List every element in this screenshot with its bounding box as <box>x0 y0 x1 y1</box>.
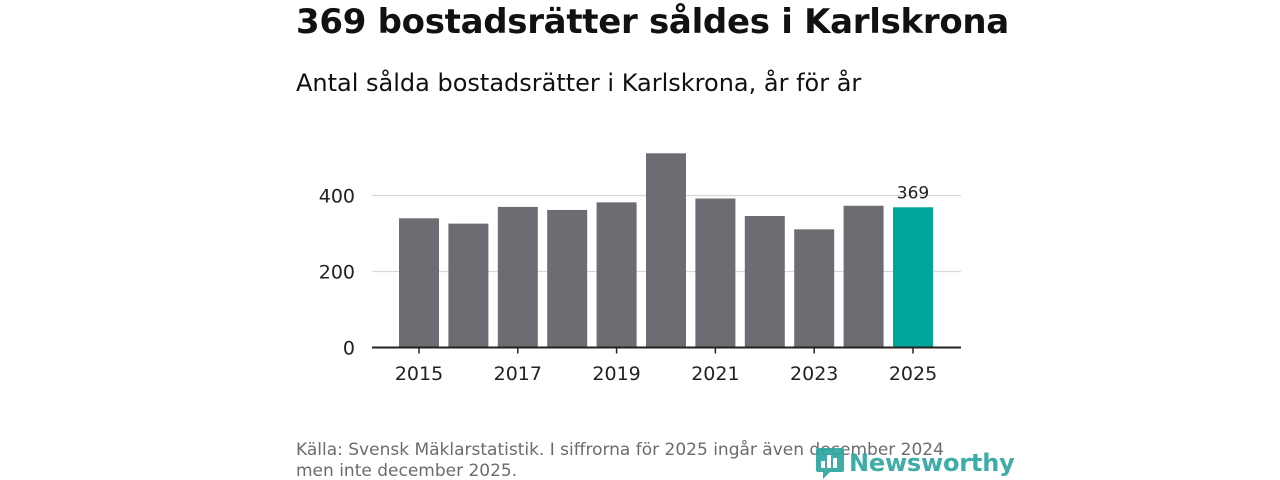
bar-2020 <box>646 153 686 348</box>
bar-2016 <box>448 223 489 348</box>
logo-text: Newsworthy <box>849 449 1015 477</box>
bar-chart-bubble-icon <box>816 448 844 479</box>
bar-2018 <box>547 209 588 348</box>
y-tick-label: 0 <box>343 338 355 360</box>
bar-2022 <box>744 216 785 348</box>
bar-2024 <box>843 205 884 348</box>
y-tick-label: 200 <box>319 262 355 284</box>
chart-subtitle: Antal sålda bostadsrätter i Karlskrona, … <box>296 69 862 97</box>
axes <box>372 346 961 354</box>
bar-2015 <box>399 218 439 348</box>
bar-2023 <box>794 229 835 348</box>
x-tick-label: 2025 <box>889 363 937 385</box>
x-tick-label: 2019 <box>592 363 640 385</box>
data-label-2025: 369 <box>897 183 929 203</box>
bar-2021 <box>695 198 736 348</box>
bars <box>399 153 933 348</box>
y-tick-label: 400 <box>319 186 355 208</box>
bar-2025 <box>893 207 933 348</box>
newsworthy-logo: Newsworthy <box>815 446 1015 480</box>
x-tick-label: 2017 <box>494 363 542 385</box>
x-tick-label: 2021 <box>691 363 739 385</box>
x-tick-label: 2015 <box>395 363 443 385</box>
chart-title: 369 bostadsrätter såldes i Karlskrona <box>296 2 1009 42</box>
bar-2019 <box>596 202 637 348</box>
x-tick-label: 2023 <box>790 363 838 385</box>
bar-2017 <box>497 206 538 348</box>
bar-chart: 0 200 400 2015 2017 2019 2021 2023 2025 369 <box>319 153 961 385</box>
source-note: Källa: Svensk Mäklarstatistik. I siffror… <box>296 440 944 480</box>
labels: 0 200 400 2015 2017 2019 2021 2023 2025 369 <box>319 183 937 385</box>
